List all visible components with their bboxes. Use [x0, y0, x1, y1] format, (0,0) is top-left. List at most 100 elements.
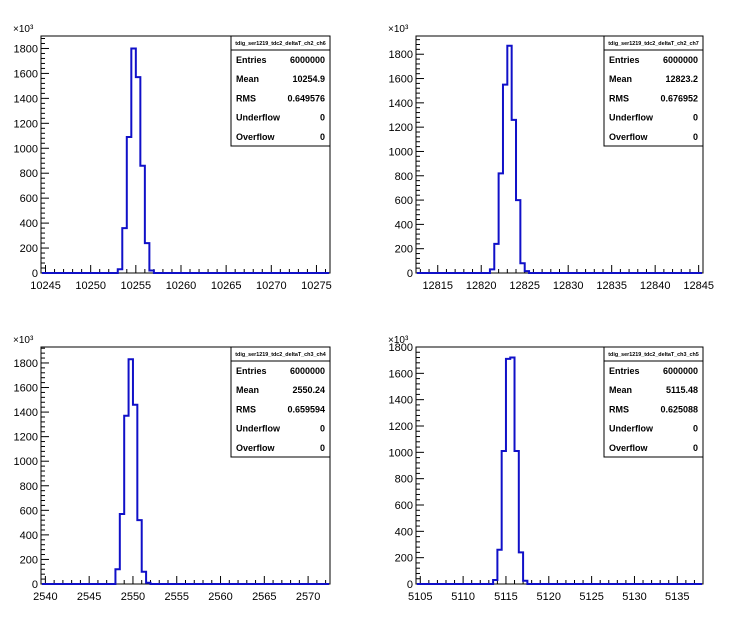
- y-multiplier-label: ×10³: [13, 335, 34, 346]
- y-tick-label: 400: [395, 526, 413, 538]
- y-multiplier-label: ×10³: [13, 24, 34, 35]
- histogram-bin: [499, 173, 503, 273]
- stats-label: Underflow: [236, 424, 281, 434]
- y-tick-label: 400: [20, 218, 38, 230]
- x-tick-label: 2560: [208, 591, 232, 603]
- histogram-bin: [494, 244, 498, 273]
- stats-label: Underflow: [236, 113, 281, 123]
- stats-value: 0: [693, 132, 698, 142]
- stats-title: tdig_ser1219_tdc2_deltaT_ch3_ch4: [235, 352, 326, 358]
- y-tick-label: 0: [407, 268, 413, 280]
- stats-label: RMS: [609, 93, 629, 103]
- stats-label: Entries: [609, 366, 640, 376]
- stats-label: RMS: [609, 404, 629, 414]
- stats-value: 0: [320, 113, 325, 123]
- stats-value: 0: [693, 443, 698, 453]
- stats-box-frame: [230, 346, 331, 458]
- histogram-bin: [520, 263, 524, 273]
- histogram-bin: [133, 405, 137, 584]
- y-tick-label: 1600: [14, 383, 38, 395]
- stats-label: Overflow: [609, 443, 649, 453]
- stats-value: 6000000: [663, 55, 698, 65]
- y-tick-label: 1800: [14, 43, 38, 55]
- histogram-bin: [523, 581, 527, 584]
- y-multiplier-label: ×10³: [388, 335, 409, 346]
- x-tick-label: 10250: [75, 280, 106, 292]
- histogram-bin: [115, 569, 119, 584]
- x-tick-label: 5130: [622, 591, 646, 603]
- histogram-bin: [122, 228, 127, 273]
- histogram-bin: [140, 166, 145, 273]
- histogram-pad-3: 0 200 400 600 800 1000 1200 1400 1600 1800 2540 254…: [13, 335, 331, 603]
- histogram-bin: [124, 416, 128, 584]
- x-tick-label: 5120: [537, 591, 561, 603]
- y-tick-label: 1200: [14, 432, 38, 444]
- y-tick-label: 1600: [14, 68, 38, 80]
- y-tick-label: 200: [20, 243, 38, 255]
- y-tick-label: 400: [20, 530, 38, 542]
- histogram-bin: [120, 514, 124, 584]
- y-tick-label: 600: [395, 195, 413, 207]
- y-tick-label: 200: [395, 244, 413, 256]
- y-tick-label: 1400: [14, 407, 38, 419]
- y-tick-label: 0: [407, 579, 413, 591]
- stats-value: 12823.2: [665, 74, 698, 84]
- stats-value: 2550.24: [292, 385, 325, 395]
- y-tick-label: 1000: [14, 143, 38, 155]
- x-tick-label: 2565: [252, 591, 276, 603]
- stats-title: tdig_ser1219_tdc2_deltaT_ch2_ch7: [608, 41, 699, 47]
- y-tick-label: 200: [395, 553, 413, 565]
- histogram-line: [42, 358, 329, 585]
- histogram-bin: [118, 269, 123, 273]
- histogram-bin: [503, 85, 507, 273]
- x-tick-label: 12830: [553, 280, 584, 292]
- stats-label: Mean: [609, 74, 632, 84]
- histogram-bin: [145, 243, 150, 273]
- x-tick-label: 5105: [408, 591, 432, 603]
- stats-value: 5115.48: [666, 385, 698, 395]
- stats-value: 6000000: [290, 366, 325, 376]
- x-tick-label: 2550: [121, 591, 145, 603]
- y-tick-label: 1000: [389, 146, 413, 158]
- histogram-line: [42, 47, 329, 274]
- histogram-bin: [507, 46, 511, 273]
- stats-label: Entries: [236, 55, 267, 65]
- histogram-bin: [146, 583, 150, 584]
- histogram-bin: [129, 359, 133, 584]
- x-tick-label: 2555: [165, 591, 189, 603]
- stats-label: Mean: [236, 385, 259, 395]
- y-tick-label: 1400: [389, 395, 413, 407]
- x-tick-label: 5125: [579, 591, 603, 603]
- x-tick-label: 10245: [30, 280, 61, 292]
- stats-title: tdig_ser1219_tdc2_deltaT_ch3_ch5: [608, 352, 699, 358]
- stats-box-frame: [603, 35, 704, 147]
- y-tick-label: 0: [32, 268, 38, 280]
- histogram-bin: [515, 451, 519, 584]
- stats-label: RMS: [236, 404, 256, 414]
- y-tick-label: 1600: [389, 74, 413, 86]
- stats-value: 0.649576: [287, 93, 325, 103]
- histogram-pad-4: 0 200 400 600 800 1000 1200 1400 1600 1800 5105 511…: [388, 335, 704, 603]
- histogram-bin: [497, 550, 501, 584]
- stats-label: Underflow: [609, 424, 654, 434]
- y-tick-label: 1800: [14, 358, 38, 370]
- stats-value: 0: [320, 132, 325, 142]
- stats-value: 6000000: [290, 55, 325, 65]
- stats-value: 0: [693, 113, 698, 123]
- histogram-line: [417, 44, 702, 274]
- y-tick-label: 800: [395, 474, 413, 486]
- stats-value: 0: [320, 443, 325, 453]
- stats-label: Overflow: [236, 443, 276, 453]
- y-tick-label: 1200: [14, 118, 38, 130]
- stats-box-frame: [603, 346, 704, 458]
- stats-label: Mean: [609, 385, 632, 395]
- stats-value: 0: [693, 424, 698, 434]
- y-tick-label: 1200: [389, 122, 413, 134]
- stats-box: tdig_ser1219_tdc2_deltaT_ch2_ch6 Entries 6…: [230, 35, 331, 147]
- histogram-bin: [525, 271, 529, 273]
- stats-value: 0: [320, 424, 325, 434]
- stats-box: tdig_ser1219_tdc2_deltaT_ch3_ch5 Entries 6…: [603, 346, 704, 458]
- y-tick-label: 1400: [389, 98, 413, 110]
- stats-label: RMS: [236, 93, 256, 103]
- histogram-bin: [137, 520, 141, 584]
